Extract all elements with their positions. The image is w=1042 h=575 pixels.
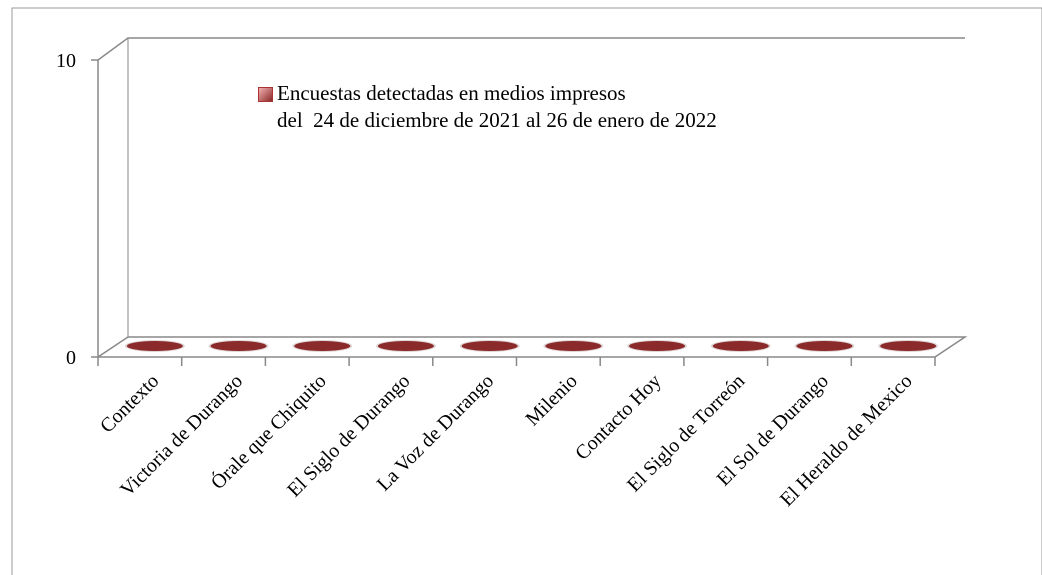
bar-top: [796, 341, 853, 351]
bar-top: [377, 341, 434, 351]
frame: [11, 7, 1042, 575]
bar: [878, 340, 939, 352]
legend-key: [258, 87, 273, 102]
bar: [375, 340, 436, 352]
bar: [292, 340, 353, 352]
bar-top: [461, 341, 518, 351]
y-tick-label: 0: [66, 347, 76, 369]
bar: [124, 340, 185, 352]
y-tick-label: 10: [56, 50, 76, 72]
x-tick-label: Contexto: [96, 370, 163, 437]
legend-label: Encuestas detectadas en medios impresos …: [277, 81, 717, 132]
back-wall: [97, 37, 965, 357]
x-tick-label: Milenio: [522, 370, 582, 430]
bar: [710, 340, 771, 352]
bar-top: [712, 341, 769, 351]
bar-top: [545, 341, 602, 351]
bar-top: [294, 341, 351, 351]
floor: [97, 336, 968, 358]
bar-top: [880, 341, 937, 351]
bar: [543, 340, 604, 352]
bar-top: [210, 341, 267, 351]
bar: [459, 340, 520, 352]
legend: Encuestas detectadas en medios impresos …: [258, 80, 717, 134]
bar-top: [126, 341, 183, 351]
x-tick-label: Contacto Hoy: [571, 370, 666, 465]
bar: [627, 340, 688, 352]
bar: [208, 340, 269, 352]
bar: [794, 340, 855, 352]
bar-top: [629, 341, 686, 351]
